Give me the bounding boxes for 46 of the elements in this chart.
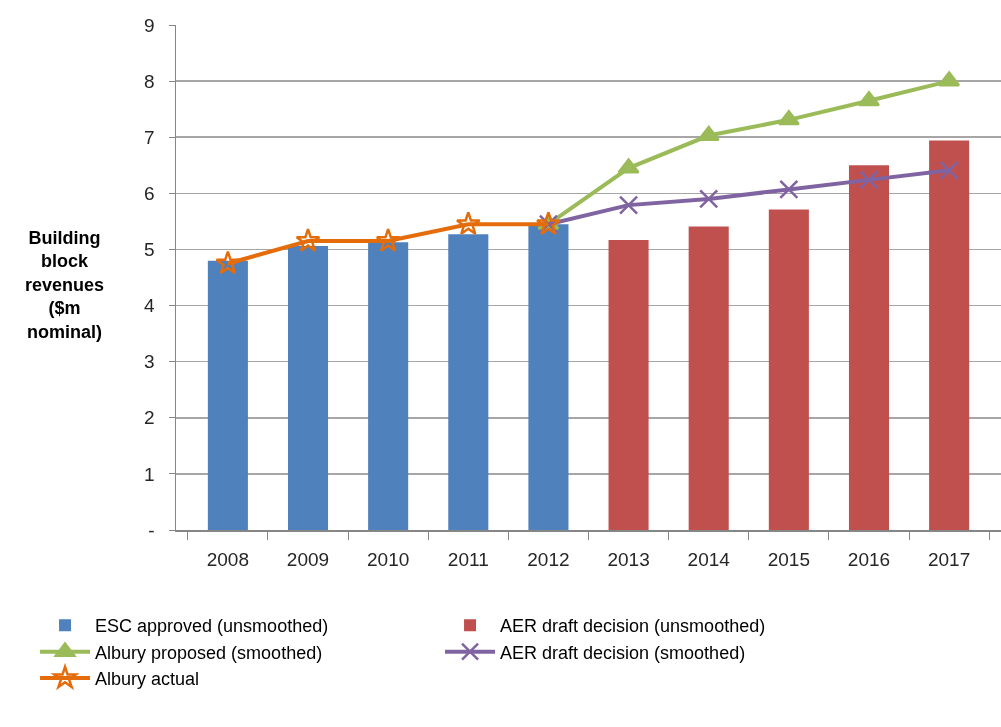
bar: [929, 140, 970, 530]
bar: [207, 260, 248, 530]
point: [455, 211, 481, 236]
y-tick-label: 2: [144, 407, 155, 429]
y-axis-title: Building block revenues ($m nominal): [25, 228, 105, 342]
point: [939, 160, 959, 181]
legend-label: AER draft decision (smoothed): [500, 642, 746, 663]
point: [698, 189, 719, 209]
x-tick-label: 2010: [367, 549, 410, 571]
point: [779, 179, 799, 200]
y-tick-label: 7: [144, 126, 155, 148]
y-tick-label: 3: [144, 351, 155, 373]
x-tick-label: 2012: [527, 549, 570, 571]
y-tick-label: 5: [144, 239, 155, 261]
x-tick-label: 2013: [607, 549, 650, 571]
legend-label: AER draft decision (unsmoothed): [500, 616, 766, 637]
point: [295, 227, 321, 252]
y-tick-label: 6: [144, 182, 155, 204]
x-tick-label: 2015: [767, 549, 810, 571]
legend-label: Albury proposed (smoothed): [95, 642, 323, 663]
x-tick-label: 2016: [847, 549, 891, 571]
bar: [608, 239, 649, 530]
point: [618, 195, 639, 215]
x-tick-label: 2017: [927, 549, 971, 571]
y-tick-label: 4: [144, 295, 156, 317]
bar: [768, 209, 809, 530]
point: [859, 170, 879, 190]
bar: [688, 226, 729, 530]
point: [375, 227, 401, 252]
bar: [528, 224, 569, 530]
bar: [368, 242, 409, 530]
y-tick-label: 9: [144, 14, 155, 36]
legend-label: ESC approved (unsmoothed): [95, 616, 329, 637]
point: [697, 125, 720, 142]
bar: [448, 234, 489, 530]
y-tick-label: 1: [144, 463, 155, 485]
bar: [287, 246, 329, 530]
bar: [848, 165, 890, 530]
x-tick-label: 2009: [286, 549, 330, 571]
point: [215, 250, 241, 275]
x-tick-label: 2014: [687, 549, 731, 571]
y-tick-label: -: [148, 519, 155, 541]
y-tick-label: 8: [144, 70, 155, 92]
x-tick-label: 2008: [206, 549, 250, 571]
legend-label: Albury actual: [95, 669, 200, 690]
x-tick-label: 2011: [447, 549, 489, 571]
